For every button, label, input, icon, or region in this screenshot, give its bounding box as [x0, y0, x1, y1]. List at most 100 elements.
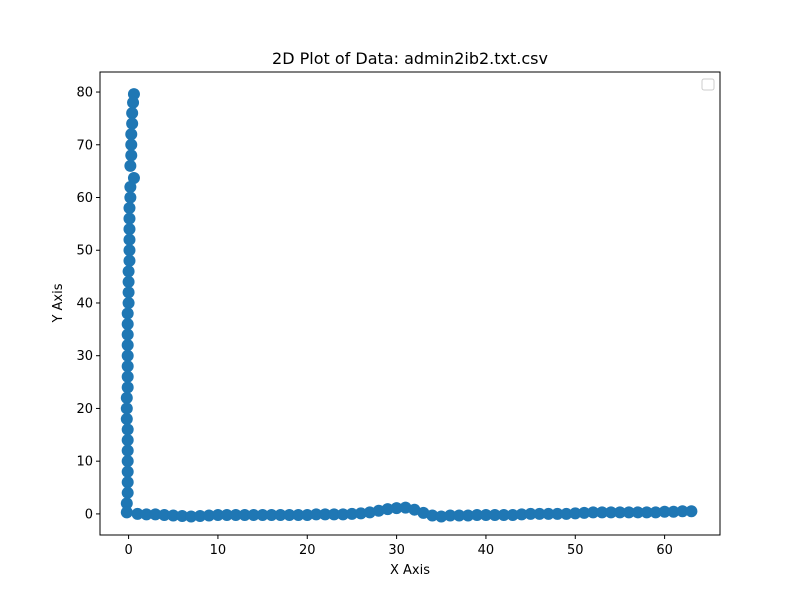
- data-point: [640, 506, 653, 519]
- x-tick-label: 40: [478, 543, 495, 558]
- plot-area-frame: [99, 71, 721, 536]
- data-point: [542, 507, 555, 520]
- data-point: [120, 497, 133, 510]
- data-point: [649, 506, 662, 519]
- data-point: [211, 508, 224, 521]
- data-point: [194, 510, 207, 523]
- data-point: [125, 138, 138, 151]
- data-point: [125, 128, 138, 141]
- x-tick-label: 50: [567, 543, 584, 558]
- data-point: [121, 381, 134, 394]
- data-point: [497, 508, 510, 521]
- x-tick-label: 60: [656, 543, 673, 558]
- data-point: [126, 107, 139, 120]
- data-point: [120, 506, 133, 519]
- data-point: [667, 505, 680, 518]
- data-point: [676, 505, 689, 518]
- data-point: [596, 506, 609, 519]
- data-point: [399, 501, 412, 514]
- data-point: [120, 391, 133, 404]
- data-point: [185, 510, 198, 523]
- x-tick-label: 30: [388, 543, 405, 558]
- data-point: [120, 402, 133, 415]
- data-point: [123, 223, 136, 236]
- data-point: [121, 339, 134, 352]
- data-point: [121, 455, 134, 468]
- data-point: [372, 504, 385, 517]
- data-point: [524, 507, 537, 520]
- data-point: [176, 510, 189, 523]
- data-point: [167, 509, 180, 522]
- data-point: [479, 508, 492, 521]
- data-point: [124, 191, 137, 204]
- data-point: [605, 506, 618, 519]
- data-point: [140, 508, 153, 521]
- data-point: [310, 508, 323, 521]
- data-points: [120, 88, 698, 523]
- x-axis-ticks: 0 10 20 30 40 50 60: [124, 535, 673, 558]
- y-tick-label: 30: [76, 349, 93, 364]
- data-point: [301, 508, 314, 521]
- data-point: [121, 349, 134, 362]
- data-point: [238, 508, 251, 521]
- data-point: [122, 296, 135, 309]
- data-point: [515, 508, 528, 521]
- x-tick-label: 10: [210, 543, 227, 558]
- x-tick-label: 20: [299, 543, 316, 558]
- data-point: [292, 508, 305, 521]
- data-point: [685, 505, 698, 518]
- data-point: [125, 149, 138, 162]
- data-point: [121, 476, 134, 489]
- y-tick-label: 50: [76, 244, 93, 259]
- data-point: [247, 508, 260, 521]
- data-point: [121, 328, 134, 341]
- data-point: [120, 412, 133, 425]
- data-point: [122, 265, 135, 278]
- data-point: [121, 434, 134, 447]
- data-point: [381, 503, 394, 516]
- data-point: [578, 506, 591, 519]
- data-point: [569, 507, 582, 520]
- data-point: [158, 508, 171, 521]
- data-point: [471, 508, 483, 521]
- data-point: [122, 275, 135, 288]
- data-point: [265, 508, 278, 521]
- data-point: [121, 486, 134, 499]
- x-axis-label: X Axis: [390, 563, 430, 578]
- data-point: [123, 202, 136, 215]
- y-tick-label: 60: [76, 191, 93, 206]
- chart-title: 2D Plot of Data: admin2ib2.txt.csv: [272, 49, 548, 68]
- data-point: [123, 254, 136, 267]
- data-point: [123, 244, 136, 257]
- y-axis-ticks: 0 10 20 30 40 50 60 70 80: [76, 86, 100, 522]
- y-tick-label: 70: [76, 138, 93, 153]
- data-point: [658, 505, 671, 518]
- y-tick-label: 80: [76, 86, 93, 101]
- data-point: [121, 318, 134, 331]
- y-tick-label: 20: [76, 402, 93, 417]
- data-point: [328, 508, 341, 521]
- data-point: [631, 506, 644, 519]
- y-tick-label: 10: [76, 455, 93, 470]
- data-point: [202, 509, 215, 522]
- data-point: [426, 509, 439, 522]
- data-point: [149, 508, 162, 521]
- data-point: [453, 509, 466, 522]
- data-point: [256, 508, 269, 521]
- data-point: [126, 117, 139, 130]
- data-point: [488, 508, 501, 521]
- data-point: [560, 507, 573, 520]
- data-point: [462, 509, 475, 522]
- data-point: [337, 508, 349, 521]
- data-point: [121, 444, 134, 457]
- data-point: [613, 506, 626, 519]
- y-axis-label: Y Axis: [51, 283, 66, 323]
- legend-box: [701, 78, 715, 91]
- data-point: [121, 307, 134, 320]
- data-point: [587, 506, 600, 519]
- data-point: [444, 509, 457, 522]
- data-point: [363, 506, 376, 519]
- data-point: [121, 370, 134, 383]
- data-point: [121, 465, 134, 478]
